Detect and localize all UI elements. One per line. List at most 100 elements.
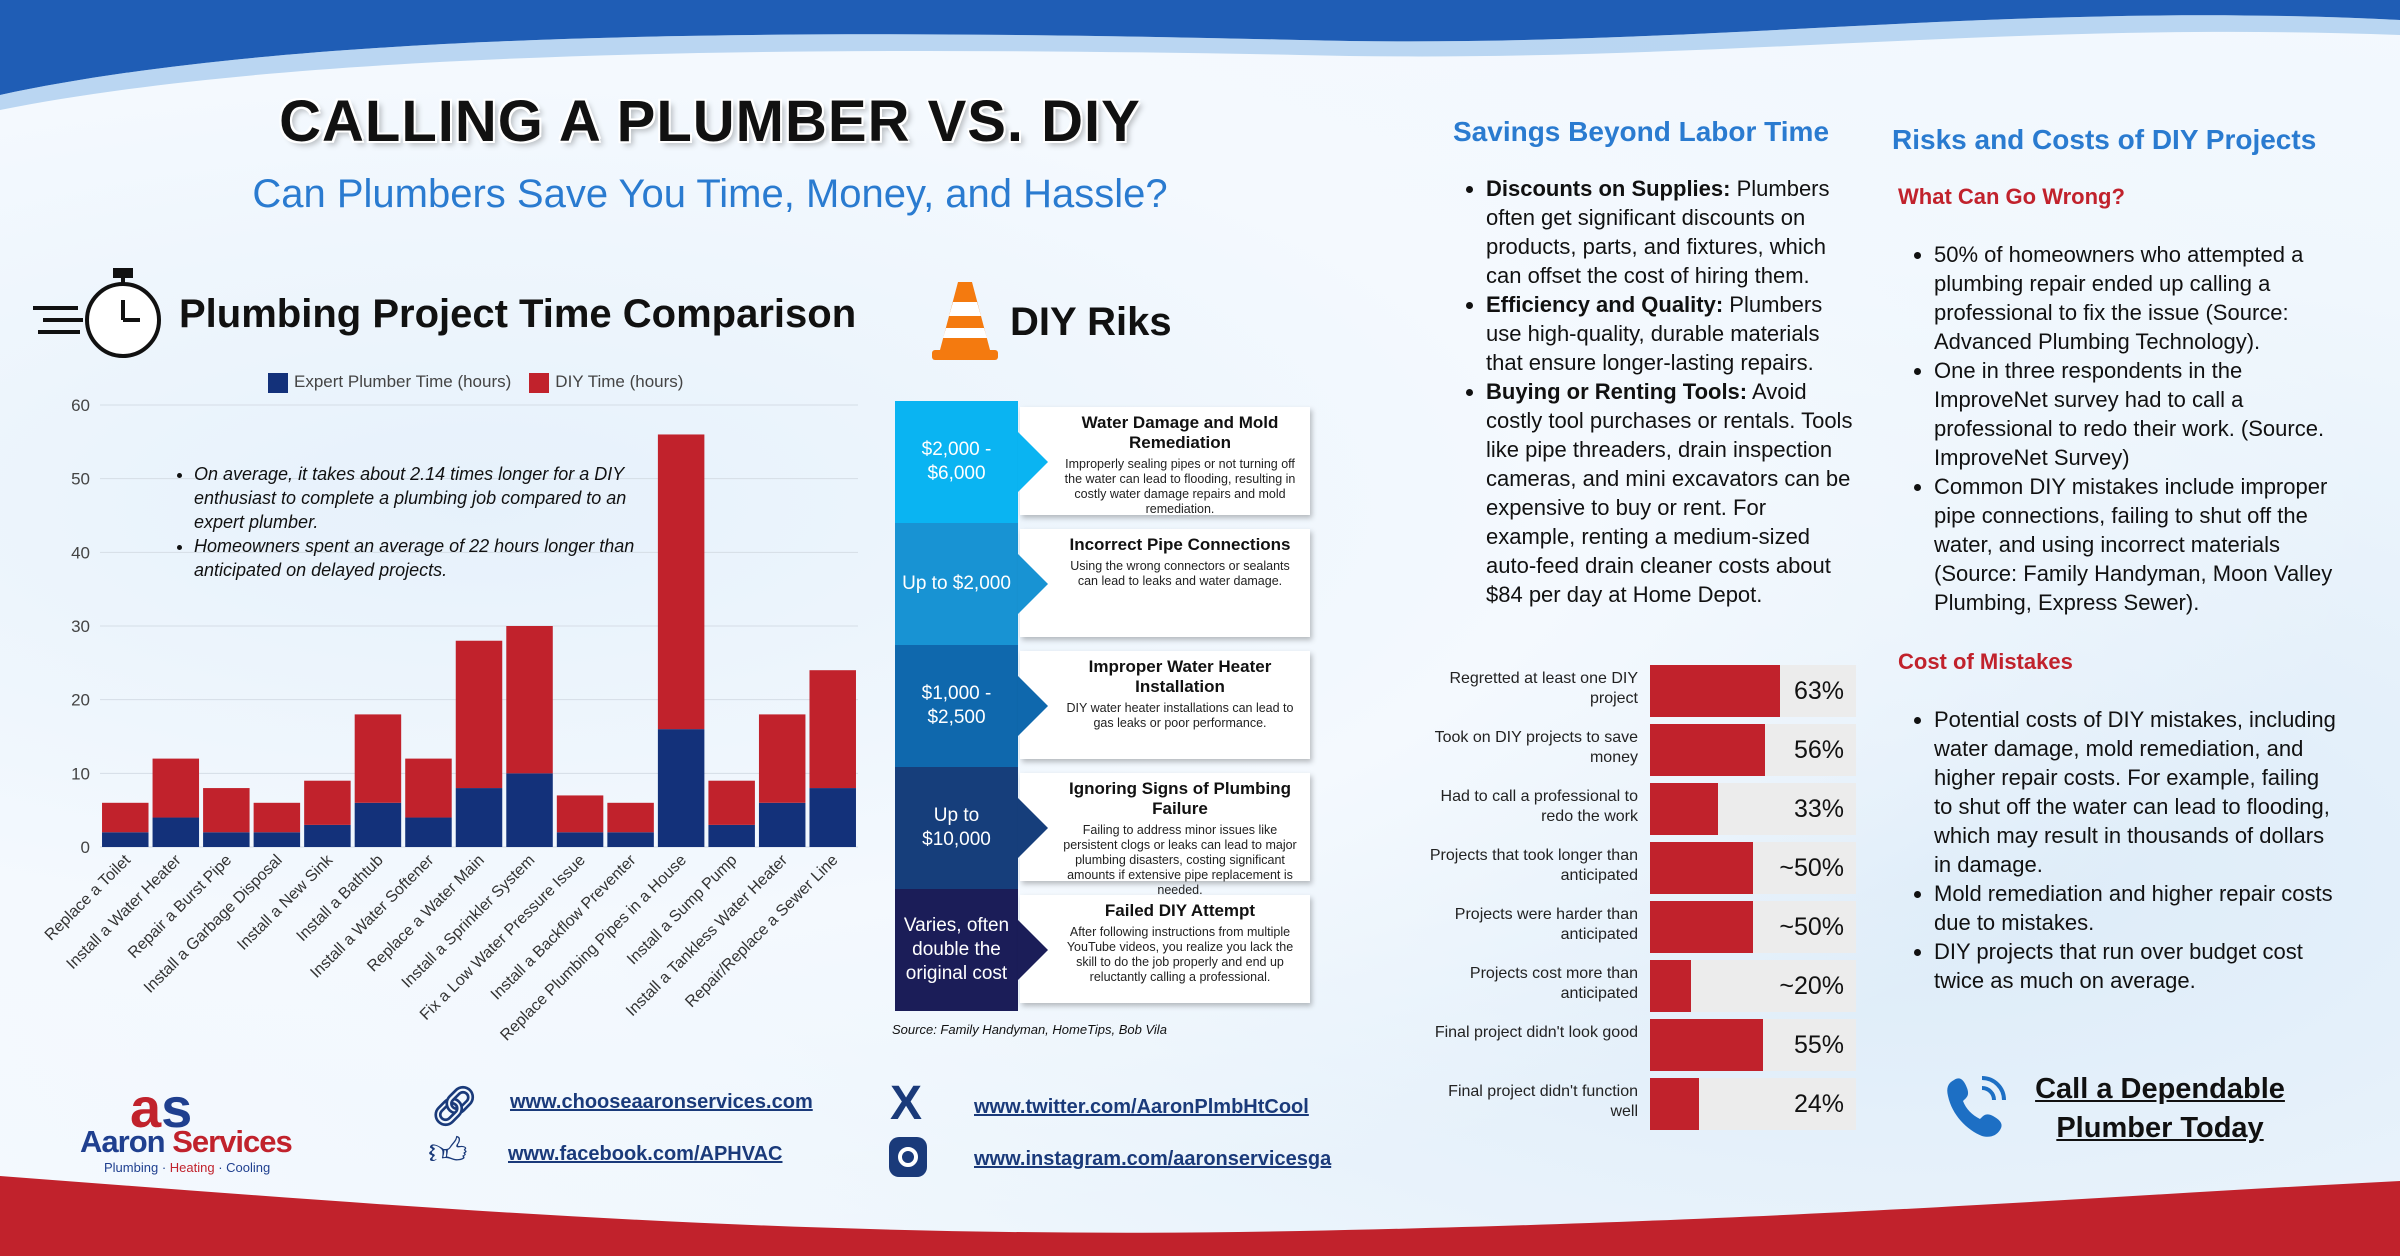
stat-bar bbox=[1650, 842, 1753, 894]
cost-of-mistakes-list: Potential costs of DIY mistakes, includi… bbox=[1906, 705, 2336, 995]
savings-item: Discounts on Supplies: Plumbers often ge… bbox=[1486, 174, 1858, 290]
savings-item-title: Efficiency and Quality: bbox=[1486, 292, 1724, 317]
logo-tag: Heating bbox=[169, 1160, 215, 1175]
traffic-cone-icon bbox=[932, 282, 998, 360]
thumbs-up-icon: 👍︎ bbox=[428, 1131, 468, 1173]
bar-segment bbox=[152, 758, 200, 818]
risks-costs-heading: Risks and Costs of DIY Projects bbox=[1892, 124, 2317, 155]
savings-item: Efficiency and Quality: Plumbers use hig… bbox=[1486, 290, 1858, 377]
bar-segment bbox=[405, 817, 452, 847]
bar-segment bbox=[809, 788, 856, 847]
stat-label: Had to call a professional to redo the w… bbox=[1440, 788, 1638, 825]
what-can-go-wrong-list: 50% of homeowners who attempted a plumbi… bbox=[1906, 240, 2346, 617]
bar-segment bbox=[203, 788, 250, 833]
risk-item: Common DIY mistakes include improper pip… bbox=[1934, 472, 2346, 617]
risk-card: Up to $10,000 Ignoring Signs of Plumbing … bbox=[895, 767, 1417, 897]
bar-segment bbox=[657, 729, 705, 847]
risk-title: Failed DIY Attempt bbox=[1104, 901, 1256, 920]
savings-list: Discounts on Supplies: Plumbers often ge… bbox=[1458, 174, 1858, 609]
stat-track: 24% bbox=[1650, 1078, 1856, 1130]
chart-notes: On average, it takes about 2.14 times lo… bbox=[176, 462, 636, 582]
instagram-link[interactable]: www.instagram.com/aaronservicesga bbox=[974, 1148, 1332, 1170]
stat-label: Projects were harder than anticipated bbox=[1454, 906, 1638, 943]
twitter-link[interactable]: www.twitter.com/AaronPlmbHtCool bbox=[974, 1096, 1309, 1118]
stat-row: Projects cost more than anticipated ~20% bbox=[1420, 960, 1860, 1014]
stat-row: Took on DIY projects to save money 56% bbox=[1420, 724, 1860, 778]
bar-segment bbox=[657, 434, 705, 730]
risk-card-body: Incorrect Pipe Connections Using the wron… bbox=[1020, 529, 1310, 637]
risk-text: After following instructions from multip… bbox=[1066, 925, 1294, 984]
bar-segment bbox=[203, 832, 250, 847]
stat-track: ~20% bbox=[1650, 960, 1856, 1012]
stat-label: Regretted at least one DIY project bbox=[1449, 670, 1638, 707]
risk-title: Water Damage and Mold Remediation bbox=[1081, 413, 1279, 452]
instagram-icon bbox=[889, 1137, 927, 1177]
bar-segment bbox=[809, 670, 856, 789]
risk-title: Incorrect Pipe Connections bbox=[1069, 535, 1291, 554]
bar-segment bbox=[253, 802, 301, 833]
arrow-icon bbox=[1018, 798, 1048, 858]
bar-segment bbox=[455, 640, 503, 789]
risk-item: One in three respondents in the ImproveN… bbox=[1934, 356, 2346, 472]
y-tick-label: 30 bbox=[71, 617, 90, 636]
risk-text: Using the wrong connectors or sealants c… bbox=[1070, 559, 1290, 588]
risk-cost: Up to $10,000 bbox=[895, 767, 1018, 889]
risk-text: Failing to address minor issues like per… bbox=[1063, 823, 1297, 897]
page-title: CALLING A PLUMBER VS. DIY bbox=[279, 89, 1141, 154]
y-tick-label: 60 bbox=[71, 396, 90, 415]
risk-title: Improper Water Heater Installation bbox=[1088, 657, 1272, 696]
call-plumber-link[interactable]: Call a Dependable Plumber Today bbox=[2020, 1070, 2300, 1148]
stat-track: ~50% bbox=[1650, 842, 1856, 894]
risk-title: Ignoring Signs of Plumbing Failure bbox=[1069, 779, 1291, 818]
bar-segment bbox=[506, 626, 553, 774]
chart-legend: Expert Plumber Time (hours) DIY Time (ho… bbox=[268, 372, 683, 393]
stat-bar bbox=[1650, 901, 1753, 953]
facebook-link[interactable]: www.facebook.com/APHVAC bbox=[508, 1143, 783, 1165]
stat-bar bbox=[1650, 1078, 1700, 1130]
bar-segment bbox=[253, 832, 301, 847]
risk-cost: $1,000 - $2,500 bbox=[895, 645, 1018, 767]
stat-track: 33% bbox=[1650, 783, 1856, 835]
stat-value: 33% bbox=[1793, 795, 1844, 823]
bar-segment bbox=[354, 714, 402, 803]
bar-segment bbox=[102, 832, 149, 847]
page-subtitle: Can Plumbers Save You Time, Money, and H… bbox=[252, 172, 1168, 216]
website-link[interactable]: www.chooseaaronservices.com bbox=[510, 1091, 813, 1113]
bar-segment bbox=[304, 780, 351, 825]
savings-item-text: Plumbers use high-quality, durable mater… bbox=[1486, 292, 1823, 375]
stat-row: Projects were harder than anticipated ~50… bbox=[1420, 901, 1860, 955]
risk-card: Up to $2,000 Incorrect Pipe Connections Us… bbox=[895, 523, 1417, 645]
savings-item-text: Avoid costly tool purchases or rentals. … bbox=[1486, 379, 1853, 607]
legend-label: Expert Plumber Time (hours) bbox=[294, 372, 512, 391]
stat-label: Took on DIY projects to save money bbox=[1434, 729, 1638, 766]
stat-row: Regretted at least one DIY project 63% bbox=[1420, 665, 1860, 719]
bar-segment bbox=[708, 780, 755, 825]
cost-item: Potential costs of DIY mistakes, includi… bbox=[1934, 705, 2336, 879]
bar-segment bbox=[556, 832, 604, 847]
risk-text: DIY water heater installations can lead … bbox=[1066, 701, 1294, 730]
cta-line[interactable]: Call a Dependable bbox=[2035, 1073, 2285, 1105]
cta-line[interactable]: Plumber Today bbox=[2056, 1112, 2264, 1144]
risk-card-body: Water Damage and Mold Remediation Imprope… bbox=[1020, 407, 1310, 516]
stat-label: Final project didn't function well bbox=[1448, 1083, 1638, 1120]
stat-value: ~20% bbox=[1779, 972, 1844, 1000]
x-twitter-icon: X bbox=[890, 1077, 923, 1130]
x-tick-label: Install a Bathtub bbox=[294, 852, 387, 945]
aaron-services-logo: as Aaron Services Plumbing · Heating · C… bbox=[80, 1076, 293, 1176]
risk-card-body: Improper Water Heater Installation DIY wa… bbox=[1020, 651, 1310, 759]
savings-item-text: Plumbers often get significant discounts… bbox=[1486, 176, 1830, 288]
stat-bar bbox=[1650, 665, 1780, 717]
stopwatch-icon bbox=[33, 268, 161, 358]
bar-segment bbox=[304, 824, 351, 847]
y-tick-label: 20 bbox=[71, 691, 90, 710]
logo-tag: Plumbing bbox=[104, 1160, 159, 1175]
arrow-icon bbox=[1018, 432, 1048, 492]
stat-row: Projects that took longer than anticipat… bbox=[1420, 842, 1860, 896]
cost-of-mistakes-heading: Cost of Mistakes bbox=[1898, 649, 2073, 674]
bar-segment bbox=[758, 714, 806, 803]
cost-item: Mold remediation and higher repair costs… bbox=[1934, 879, 2336, 937]
arrow-icon bbox=[1018, 920, 1048, 980]
risk-text: Improperly sealing pipes or not turning … bbox=[1064, 457, 1296, 516]
phone-icon bbox=[1947, 1076, 2006, 1137]
